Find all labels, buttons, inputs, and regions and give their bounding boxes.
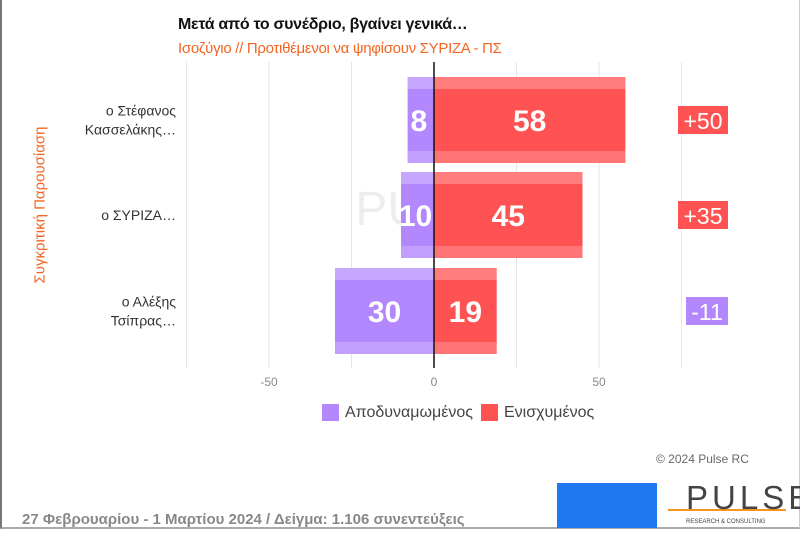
legend-swatch xyxy=(322,404,339,422)
category-label: ο ΣΥΡΙΖΑ… xyxy=(101,207,176,223)
bar-highlight xyxy=(407,151,626,163)
chart: -50050PULSE858+50ο ΣτέφανοςΚασσελάκης…10… xyxy=(85,62,728,389)
bar-highlight xyxy=(335,268,434,280)
category-label: ο Αλέξης xyxy=(122,294,177,310)
chart-subtitle: Ισοζύγιο // Προτιθέμενοι να ψηφίσουν ΣΥΡ… xyxy=(178,40,502,57)
legend: Αποδυναμωμένος Ενισχυμένος xyxy=(322,404,594,422)
bar-weakened xyxy=(335,268,434,354)
balance-value: -11 xyxy=(691,299,723,325)
bar-highlight xyxy=(401,246,583,258)
bar-highlight xyxy=(434,77,626,89)
category-label: Κασσελάκης… xyxy=(85,122,176,138)
bar-strengthened xyxy=(434,268,497,354)
data-label-strengthened: 19 xyxy=(449,296,482,329)
bar-strengthened xyxy=(434,172,583,258)
category-label: ο Στέφανος xyxy=(106,103,176,119)
bar-weakened xyxy=(407,77,434,163)
legend-swatch xyxy=(480,404,498,422)
data-label-strengthened: 45 xyxy=(492,200,525,233)
balance-badge xyxy=(678,201,728,229)
data-label-weakened: 30 xyxy=(368,296,401,329)
balance-value: +50 xyxy=(683,108,722,134)
footer-note: 27 Φεβρουαρίου - 1 Μαρτίου 2024 / Δείγμα… xyxy=(22,511,465,528)
legend-item-strengthened: Ενισχυμένος xyxy=(480,404,595,422)
balance-badge xyxy=(678,106,728,134)
pulse-logo: PULSERESEARCH & CONSULTING xyxy=(668,479,800,528)
legend-label: Αποδυναμωμένος xyxy=(345,404,473,421)
bar-highlight xyxy=(407,77,434,89)
legend-label: Ενισχυμένος xyxy=(503,404,595,421)
balance-value: +35 xyxy=(683,203,722,229)
chart-title: Μετά από το συνέδριο, βγαίνει γενικά… xyxy=(178,16,468,33)
copyright: © 2024 Pulse RC xyxy=(656,452,749,466)
x-tick-label: 0 xyxy=(431,375,438,389)
bar-strengthened xyxy=(434,77,626,163)
bar-highlight xyxy=(434,268,497,280)
legend-item-weakened: Αποδυναμωμένος xyxy=(322,404,473,422)
x-tick-label: -50 xyxy=(260,375,278,389)
bar-highlight xyxy=(335,342,497,354)
category-label: Τσίπρας… xyxy=(111,313,176,329)
bar-highlight xyxy=(401,172,434,184)
x-tick-label: 50 xyxy=(592,375,606,389)
skai-logo xyxy=(557,483,657,528)
balance-badge xyxy=(686,297,728,325)
data-label-weakened: 8 xyxy=(410,105,427,138)
bar-weakened xyxy=(401,172,434,258)
bar-highlight xyxy=(434,172,583,184)
data-label-strengthened: 58 xyxy=(513,105,546,138)
data-label-weakened: 10 xyxy=(399,200,432,233)
